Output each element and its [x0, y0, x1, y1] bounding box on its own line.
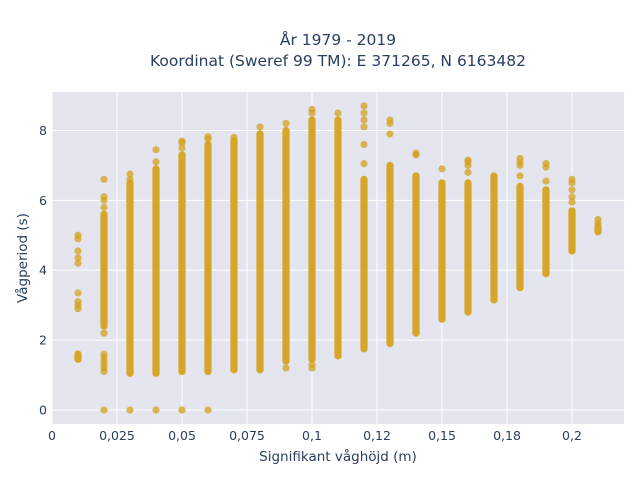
chart-title-line-2: Koordinat (Sweref 99 TM): E 371265, N 61… [150, 52, 526, 70]
point-8-0 [282, 364, 290, 372]
point-column-8 [282, 126, 290, 365]
point-2-0 [126, 406, 134, 414]
point-column-4 [178, 151, 186, 376]
point-9-1 [308, 360, 316, 369]
point-11-1 [360, 140, 368, 149]
point-4-3 [178, 137, 186, 145]
x-tick-label-8: 0,2 [562, 428, 582, 443]
point-3-2 [152, 146, 160, 154]
point-17-0 [516, 172, 524, 180]
point-9-3 [308, 105, 316, 114]
point-11-4 [360, 109, 368, 117]
point-3-1 [152, 158, 160, 166]
point-4-1 [178, 144, 186, 152]
point-column-11 [360, 175, 368, 353]
x-tick-label-3: 0,075 [229, 428, 265, 443]
point-3-0 [152, 406, 160, 414]
chart-title-line-1: År 1979 - 2019 [280, 30, 396, 49]
point-1-8 [100, 203, 108, 211]
point-10-0 [334, 109, 342, 117]
point-5-2 [204, 133, 212, 141]
x-axis-label: Signifikant våghöjd (m) [259, 448, 417, 465]
point-11-5 [360, 102, 368, 110]
point-11-0 [360, 160, 368, 168]
x-tick-label-5: 0,12 [363, 428, 391, 443]
point-1-0 [100, 406, 108, 414]
point-column-9 [308, 116, 316, 363]
point-19-4 [568, 175, 576, 183]
y-tick-label-2: 4 [39, 263, 47, 278]
y-tick-label-0: 0 [39, 403, 47, 418]
point-11-3 [360, 116, 368, 124]
point-5-0 [204, 406, 212, 414]
point-19-1 [568, 193, 576, 201]
point-12-0 [386, 130, 394, 138]
point-0-3 [74, 289, 82, 297]
point-column-1 [100, 210, 108, 330]
point-2-1 [126, 175, 134, 183]
point-column-0 [74, 350, 82, 363]
point-15-3 [464, 156, 472, 164]
point-8-1 [282, 119, 290, 128]
point-14-0 [438, 165, 446, 173]
point-19-0 [568, 198, 576, 206]
point-19-2 [568, 186, 576, 194]
x-tick-label-6: 0,15 [428, 428, 456, 443]
point-18-0 [542, 177, 550, 185]
point-1-11 [100, 175, 108, 183]
x-tick-label-0: 0 [48, 428, 56, 443]
point-column-17 [516, 182, 524, 292]
point-0-8 [74, 231, 82, 239]
point-column-13 [412, 172, 420, 337]
point-column-12 [386, 161, 394, 348]
x-tick-label-1: 0,025 [99, 428, 135, 443]
point-0-5 [74, 254, 82, 262]
point-0-4 [74, 259, 82, 267]
point-column-3 [152, 165, 160, 377]
point-column-14 [438, 179, 446, 323]
point-column-6 [230, 137, 238, 374]
x-tick-label-2: 0,05 [168, 428, 196, 443]
point-4-0 [178, 406, 186, 414]
x-tick-label-7: 0,18 [493, 428, 521, 443]
point-column-19 [568, 207, 576, 255]
point-column-16 [490, 172, 498, 304]
point-15-0 [464, 168, 472, 176]
y-tick-label-3: 6 [39, 193, 47, 208]
point-2-2 [126, 170, 134, 178]
point-18-2 [542, 160, 550, 168]
point-column-10 [334, 116, 342, 360]
tick-labels: 0 0,025 0,05 0,075 0,1 0,12 0,15 0,18 0,2 0 2 4 6 8 [39, 123, 582, 443]
point-column-18 [542, 186, 550, 278]
point-17-3 [516, 154, 524, 162]
point-20-1 [594, 215, 602, 224]
y-tick-label-1: 2 [39, 333, 47, 348]
point-1-10 [100, 193, 108, 201]
y-tick-label-4: 8 [39, 123, 47, 138]
point-column-5 [204, 140, 212, 376]
point-1-6 [100, 350, 108, 358]
point-6-0 [230, 133, 238, 142]
x-tick-label-4: 0,1 [302, 428, 322, 443]
point-0-6 [74, 247, 82, 255]
point-1-7 [100, 329, 108, 337]
point-column-2 [126, 179, 134, 377]
point-12-2 [386, 116, 394, 124]
point-11-2 [360, 123, 368, 131]
point-0-2 [74, 298, 82, 306]
data-points [74, 102, 602, 414]
point-column-15 [464, 179, 472, 316]
y-axis-label: Vågperiod (s) [14, 213, 31, 303]
point-7-0 [256, 123, 264, 131]
point-13-1 [412, 149, 420, 157]
point-column-7 [256, 130, 264, 374]
